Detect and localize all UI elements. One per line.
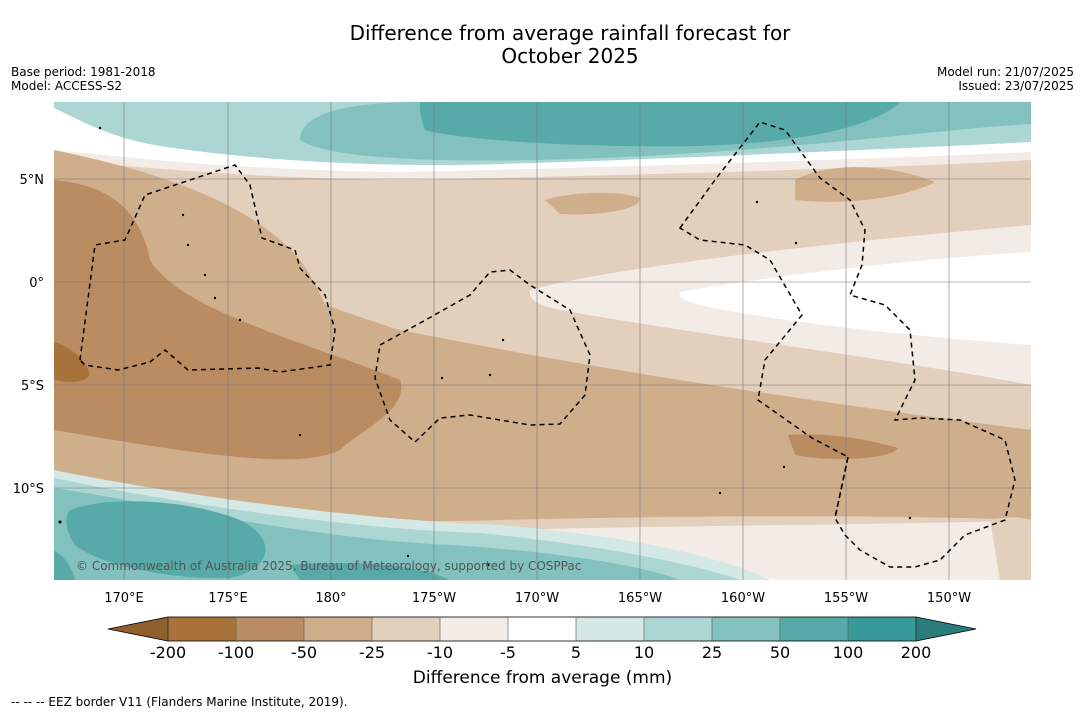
island: [501, 338, 505, 342]
lon-label: 175°W: [412, 591, 456, 606]
graticule: [54, 102, 1031, 580]
south-teal-core-2: [290, 563, 450, 580]
colorbar: -200 -100 -50 -25 -10 -5 5 10 25 50 100 200: [107, 616, 977, 662]
copyright-notice: © Commonwealth of Australia 2025, Bureau…: [76, 559, 581, 573]
colorbar-segment: [304, 617, 372, 641]
west-brown: [54, 180, 402, 460]
chart-title: Difference from average rainfall forecas…: [0, 22, 1085, 68]
lon-label: 155°W: [824, 591, 868, 606]
eez-border-tokelau: [374, 269, 591, 444]
issued-date: Issued: 23/07/2025: [958, 79, 1074, 93]
colorbar-tick-label: 200: [901, 643, 932, 662]
west-dark-brown: [54, 342, 90, 383]
eez-legend-note: -- -- -- EEZ border V11 (Flanders Marine…: [11, 695, 348, 709]
island: [486, 563, 490, 567]
lon-labels: 170°E 175°E 180° 175°W 170°W 165°W 160°W…: [104, 591, 971, 606]
title-line-1: Difference from average rainfall forecas…: [349, 21, 791, 45]
lat-label: 5°S: [21, 379, 44, 394]
lon-label: 170°W: [515, 591, 559, 606]
island: [406, 554, 410, 558]
meta-left: Base period: 1981-2018 Model: ACCESS-S2: [11, 65, 156, 93]
colorbar-segment: [440, 617, 508, 641]
colorbar-segment: [780, 617, 848, 641]
colorbar-segment: [168, 617, 236, 641]
colorbar-tick-label: -200: [150, 643, 186, 662]
lat-label: 0°: [29, 276, 44, 291]
lon-label: 175°E: [208, 591, 248, 606]
lat-label: 10°S: [13, 482, 44, 497]
island: [782, 465, 786, 469]
lat-label: 5°N: [20, 173, 45, 188]
colorbar-segment: [508, 617, 576, 641]
colorbar-segment: [576, 617, 644, 641]
island: [794, 241, 798, 245]
eez-border-divider: [834, 456, 849, 519]
colorbar-tick-label: -50: [291, 643, 317, 662]
island: [440, 376, 444, 380]
model-name: Model: ACCESS-S2: [11, 79, 123, 93]
colorbar-tick-label: 100: [833, 643, 864, 662]
colorbar-tick-label: 5: [571, 643, 581, 662]
eez-borders: [79, 121, 1016, 568]
island: [213, 296, 217, 300]
island: [755, 200, 759, 204]
colorbar-tick-label: 10: [634, 643, 654, 662]
island: [488, 373, 492, 377]
colorbar-segment: [372, 617, 440, 641]
island: [298, 433, 302, 437]
eez-border-tuvalu: [79, 164, 336, 373]
colorbar-segment: [712, 617, 780, 641]
islands: [58, 126, 912, 567]
east-south-tan: [990, 517, 1031, 580]
title-line-2: October 2025: [501, 44, 639, 68]
south-teal-core: [66, 501, 266, 579]
colorbar-under-arrow: [107, 616, 169, 642]
island: [908, 516, 912, 520]
colorbar-over-arrow: [915, 616, 977, 642]
blob-tan-east: [795, 167, 935, 202]
lon-label: 180°: [315, 591, 346, 606]
lon-label: 170°E: [104, 591, 144, 606]
island: [58, 520, 62, 524]
meta-right: Model run: 21/07/2025 Issued: 23/07/2025: [937, 65, 1074, 93]
model-run: Model run: 21/07/2025: [936, 65, 1074, 79]
colorbar-segment: [848, 617, 916, 641]
eez-border-cook-islands: [678, 121, 1016, 568]
colorbar-tick-label: -10: [427, 643, 453, 662]
island: [186, 243, 190, 247]
equatorial-white: [679, 252, 1031, 345]
island: [203, 273, 207, 277]
colorbar-tick-label: -5: [500, 643, 516, 662]
blob-brown-east: [788, 434, 898, 460]
colorbar-label: Difference from average (mm): [412, 668, 673, 688]
colorbar-tick-label: -100: [218, 643, 254, 662]
base-period: Base period: 1981-2018: [11, 65, 156, 79]
lat-labels: 5°N 0° 5°S 10°S: [13, 173, 44, 497]
colorbar-tick-label: 25: [702, 643, 722, 662]
colorbar-tick-label: 50: [770, 643, 790, 662]
island: [98, 126, 102, 130]
lon-label: 165°W: [618, 591, 662, 606]
island: [181, 213, 185, 217]
colorbar-segment: [644, 617, 712, 641]
lon-label: 160°W: [721, 591, 765, 606]
island: [718, 491, 722, 495]
band-north-teal-3: [420, 102, 900, 147]
colorbar-segment: [236, 617, 304, 641]
south-teal-corner: [54, 550, 75, 580]
island: [238, 318, 242, 322]
lon-label: 150°W: [927, 591, 971, 606]
rainfall-map: © Commonwealth of Australia 2025, Bureau…: [54, 102, 1031, 580]
colorbar-tick-label: -25: [359, 643, 385, 662]
blob-tan-center: [545, 192, 640, 215]
